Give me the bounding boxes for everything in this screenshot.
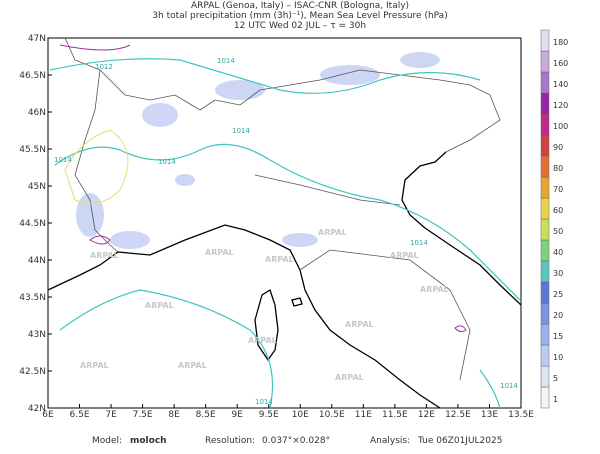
lon-tick-label: 7E [105,410,117,420]
isobar-label: 1014 [158,158,176,166]
colorbar-box [540,344,550,367]
colorbar-label: 50 [553,227,563,236]
colorbar-label: 10 [553,353,563,362]
lat-tick-label: 45N [28,182,46,192]
watermark: ARPAL [80,361,109,370]
watermark: ARPAL [90,251,119,260]
colorbar-box [540,92,550,115]
watermark: ARPAL [390,251,419,260]
isobar-label: 1014 [410,239,428,247]
resolution: 0.037°×0.028° [262,436,330,446]
lat-tick-label: 44.5N [19,219,46,229]
colorbar-box [540,71,550,94]
colorbar-label: 30 [553,269,563,278]
watermark: ARPAL [178,361,207,370]
lon-tick-label: 12.5E [445,410,471,420]
colorbar-label: 100 [553,122,568,131]
colorbar-label: 140 [553,80,568,89]
lat-tick-label: 45.5N [19,145,46,155]
model-label: Model: [92,436,122,446]
analysis-label: Analysis: [370,436,410,446]
watermark: ARPAL [145,301,174,310]
isobar-label: 1014 [255,398,273,406]
borders [64,37,501,381]
watermark: ARPAL [265,255,294,264]
isobar-label: 1012 [95,63,113,71]
colorbar-label: 70 [553,185,563,194]
colorbar-label: 40 [553,248,563,257]
footer: Model: moloch Resolution: 0.037°×0.028° … [92,436,502,446]
colorbar-box [540,323,550,346]
lon-tick-label: 11E [355,410,372,420]
watermark: ARPAL [420,285,449,294]
colorbar-label: 90 [553,143,563,152]
title-line: ARPAL (Genoa, Italy) – ISAC-CNR (Bologna… [191,1,409,11]
watermark: ARPAL [318,228,347,237]
lon-tick-label: 9E [231,410,243,420]
watermark: ARPAL [345,320,374,329]
map-frame [47,37,522,409]
lon-tick-label: 10.5E [319,410,345,420]
colorbar-box [540,260,550,283]
colorbar-box [540,29,550,52]
colorbar-box [540,302,550,325]
colorbar-label: 60 [553,206,563,215]
lon-tick-label: 12E [418,410,435,420]
colorbar-label: 20 [553,311,563,320]
colorbar-box [540,155,550,178]
lat-tick-label: 43N [28,330,46,340]
colorbar-box [540,365,550,388]
lat-tick-label: 42N [28,404,46,414]
watermark: ARPAL [335,373,364,382]
lat-tick-label: 47N [28,34,46,44]
lon-tick-label: 8E [168,410,180,420]
isobar-label: 1014 [232,127,250,135]
lon-tick-label: 6.5E [70,410,90,420]
colorbar-box [540,281,550,304]
analysis: Tue 06Z01JUL2025 [417,436,502,446]
lon-tick-label: 7.5E [133,410,153,420]
colorbar-box [540,113,550,136]
colorbar-label: 25 [553,290,563,299]
colorbar-label: 80 [553,164,563,173]
lat-tick-label: 46.5N [19,71,46,81]
lon-tick-label: 11.5E [382,410,408,420]
lon-tick-label: 9.5E [259,410,279,420]
colorbar-box [540,197,550,220]
colorbar-box [540,239,550,262]
lon-tick-label: 13E [481,410,498,420]
colorbar-label: 5 [553,374,558,383]
colorbar-box [540,176,550,199]
colorbar-label: 1 [553,395,558,404]
precipitation [76,52,440,249]
model: moloch [130,436,167,446]
colorbar-label: 160 [553,59,568,68]
title-line: 12 UTC Wed 02 JUL – τ = 30h [234,21,366,31]
colorbar-label: 15 [553,332,563,341]
watermark: ARPAL [248,336,277,345]
isobar-label: 1014 [500,382,518,390]
colorbar-box [540,50,550,73]
isobar-label: 1014 [54,156,72,164]
colorbar-label: 180 [553,38,568,47]
watermark: ARPAL [205,248,234,257]
colorbar-label: 120 [553,101,568,110]
isobar-label: 1014 [217,57,235,65]
lon-tick-label: 8.5E [196,410,216,420]
lat-tick-label: 42.5N [19,367,46,377]
lat-tick-label: 44N [28,256,46,266]
lon-tick-label: 10E [292,410,309,420]
colorbar-box [540,218,550,241]
colorbar-box [540,134,550,157]
lon-tick-label: 6E [42,410,54,420]
lat-tick-label: 43.5N [19,293,46,303]
resolution-label: Resolution: [205,436,255,446]
lat-tick-label: 46N [28,108,46,118]
title-line: 3h total precipitation (mm (3h)⁻¹), Mean… [152,11,447,21]
colorbar-box [540,386,550,409]
lon-tick-label: 13.5E [508,410,534,420]
isobars [49,44,521,409]
